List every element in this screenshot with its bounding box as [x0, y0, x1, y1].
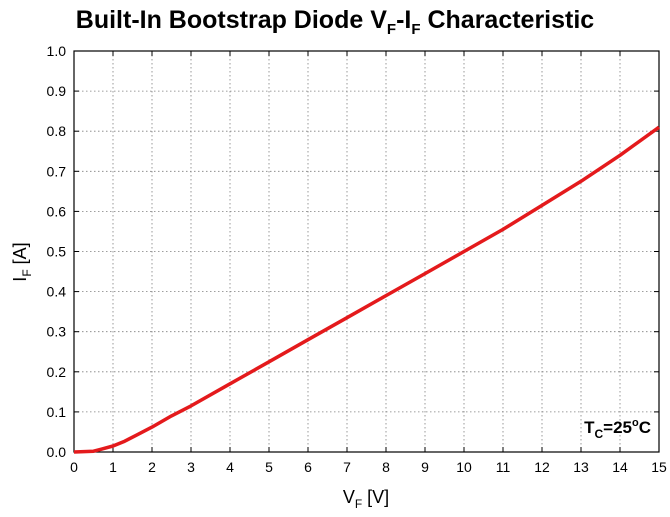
x-axis-ticks: 0 1 2 3 4 5 6 7 8 9 10 11 12 13 14 15	[70, 51, 667, 475]
x-tick-label: 2	[148, 459, 156, 475]
x-tick-label: 14	[612, 459, 628, 475]
x-tick-label: 9	[421, 459, 429, 475]
y-tick-label: 0.0	[47, 444, 67, 460]
y-tick-label: 0.3	[47, 324, 67, 340]
y-tick-label: 0.1	[47, 404, 67, 420]
temperature-annotation: TC=25oC	[584, 417, 651, 441]
y-axis-label: IF [A]	[10, 242, 34, 281]
x-tick-label: 3	[187, 459, 195, 475]
x-tick-label: 0	[70, 459, 78, 475]
x-tick-label: 7	[343, 459, 351, 475]
series-line	[73, 125, 661, 454]
y-tick-label: 0.4	[47, 284, 67, 300]
x-tick-label: 4	[226, 459, 234, 475]
y-tick-label: 1.0	[47, 43, 67, 59]
x-tick-label: 8	[382, 459, 390, 475]
x-tick-label: 6	[304, 459, 312, 475]
y-tick-label: 0.7	[47, 163, 67, 179]
x-axis-label: VF [V]	[343, 487, 389, 511]
x-tick-label: 12	[534, 459, 550, 475]
y-tick-label: 0.5	[47, 244, 67, 260]
grid-lines	[74, 51, 659, 452]
x-tick-label: 13	[573, 459, 589, 475]
y-tick-label: 0.2	[47, 364, 67, 380]
x-tick-label: 15	[651, 459, 667, 475]
x-tick-label: 11	[496, 459, 511, 475]
y-tick-label: 0.6	[47, 203, 67, 219]
y-axis-ticks: 0.0 0.1 0.2 0.3 0.4 0.5 0.6 0.7 0.8 0.9 1.0	[47, 43, 659, 460]
x-tick-label: 5	[265, 459, 273, 475]
chart-title: Built-In Bootstrap Diode VF-IF Character…	[75, 6, 595, 38]
x-tick-label: 10	[456, 459, 472, 475]
x-tick-label: 1	[109, 459, 117, 475]
y-tick-label: 0.9	[47, 83, 67, 99]
y-tick-label: 0.8	[47, 123, 67, 139]
